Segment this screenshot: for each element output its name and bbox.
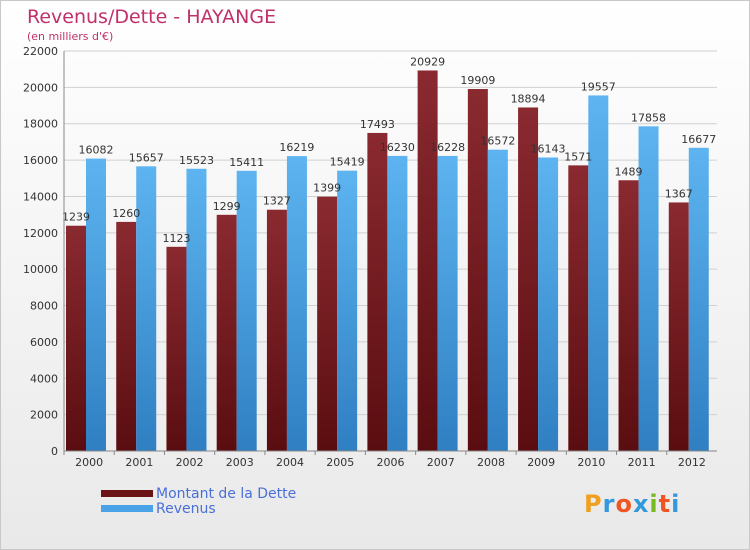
data-label: 15657	[129, 151, 164, 164]
logo-letter: P	[584, 490, 603, 518]
bar-debt	[266, 209, 287, 451]
data-label: 20929	[410, 55, 445, 68]
legend-label-debt: Montant de la Dette	[156, 486, 297, 502]
y-tick-label: 0	[51, 445, 58, 458]
bar-revenue	[186, 168, 207, 451]
bar-debt	[417, 70, 438, 452]
bar-revenue	[588, 95, 609, 451]
y-tick-label: 18000	[23, 118, 58, 131]
data-label: 16572	[480, 135, 515, 148]
bar-debt	[116, 221, 137, 451]
y-tick-label: 14000	[23, 190, 58, 203]
y-tick-label: 8000	[30, 300, 58, 313]
data-label: 16082	[79, 144, 114, 157]
x-tick-label: 2011	[628, 456, 656, 469]
x-tick-label: 2001	[125, 456, 153, 469]
x-tick-label: 2010	[577, 456, 605, 469]
bar-debt	[618, 180, 639, 452]
bar-debt	[668, 202, 689, 451]
chart-title: Revenus/Dette - HAYANGE	[27, 6, 277, 28]
x-tick-label: 2009	[527, 456, 555, 469]
data-label: 16230	[380, 141, 415, 154]
y-tick-label: 22000	[23, 45, 58, 58]
y-tick-label: 16000	[23, 154, 58, 167]
data-label: 19909	[460, 74, 495, 87]
data-label: 1489	[615, 165, 643, 178]
x-tick-label: 2012	[678, 456, 706, 469]
x-tick-label: 2005	[326, 456, 354, 469]
logo-letter: x	[632, 490, 650, 518]
logo-letter: r	[602, 490, 616, 518]
bar-revenue	[236, 170, 257, 452]
bar-revenue	[337, 170, 358, 451]
logo-letter: i	[649, 490, 659, 518]
logo-letter: o	[615, 490, 633, 518]
data-label: 1239	[62, 211, 90, 224]
data-label: 17493	[360, 118, 395, 131]
bar-revenue	[487, 149, 508, 451]
legend-swatch-revenue	[101, 505, 153, 512]
data-label: 16228	[430, 141, 465, 154]
x-tick-label: 2003	[226, 456, 254, 469]
legend-label-revenue: Revenus	[156, 501, 216, 517]
bar-revenue	[286, 156, 307, 452]
bar-revenue	[437, 155, 458, 452]
bar-revenue	[538, 157, 559, 451]
bar-debt	[518, 107, 539, 452]
data-label: 15419	[330, 156, 365, 169]
x-tick-label: 2004	[276, 456, 304, 469]
data-label: 17858	[631, 111, 666, 124]
logo-letter: t	[658, 490, 672, 518]
y-tick-label: 20000	[23, 81, 58, 94]
data-label: 1399	[313, 182, 341, 195]
proxiti-logo: Proxiti	[584, 490, 680, 518]
bar-debt	[568, 165, 589, 451]
chart-subtitle: (en milliers d'€)	[27, 30, 114, 43]
data-label: 1299	[213, 200, 241, 213]
y-tick-label: 4000	[30, 372, 58, 385]
y-tick-label: 6000	[30, 336, 58, 349]
data-label: 15523	[179, 154, 214, 167]
x-tick-label: 2000	[75, 456, 103, 469]
data-label: 1367	[665, 187, 693, 200]
data-label: 16143	[531, 142, 566, 155]
data-label: 1327	[263, 195, 291, 208]
bar-debt	[66, 225, 86, 451]
y-tick-label: 12000	[23, 227, 58, 240]
x-tick-label: 2006	[377, 456, 405, 469]
bar-revenue	[688, 147, 709, 452]
data-label: 19557	[581, 80, 616, 93]
x-tick-label: 2008	[477, 456, 505, 469]
bar-debt	[467, 89, 488, 451]
data-label: 15411	[229, 156, 264, 169]
bar-debt	[166, 246, 187, 451]
y-tick-label: 10000	[23, 263, 58, 276]
x-tick-label: 2002	[176, 456, 204, 469]
bar-revenue	[136, 166, 157, 451]
data-label: 1123	[162, 232, 190, 245]
legend-swatch-debt	[101, 490, 153, 497]
bar-debt	[367, 132, 388, 452]
bar-revenue	[387, 155, 408, 451]
bar-revenue	[638, 126, 659, 452]
x-tick-label: 2007	[427, 456, 455, 469]
data-label: 16677	[681, 133, 716, 146]
logo-letter: i	[671, 490, 681, 518]
y-tick-label: 2000	[30, 409, 58, 422]
bar-debt	[216, 214, 237, 451]
data-label: 16219	[279, 141, 314, 154]
data-label: 1571	[564, 150, 592, 163]
data-label: 1260	[112, 207, 140, 220]
bar-revenue	[86, 158, 106, 451]
data-label: 18894	[511, 92, 546, 105]
bar-debt	[317, 196, 338, 451]
